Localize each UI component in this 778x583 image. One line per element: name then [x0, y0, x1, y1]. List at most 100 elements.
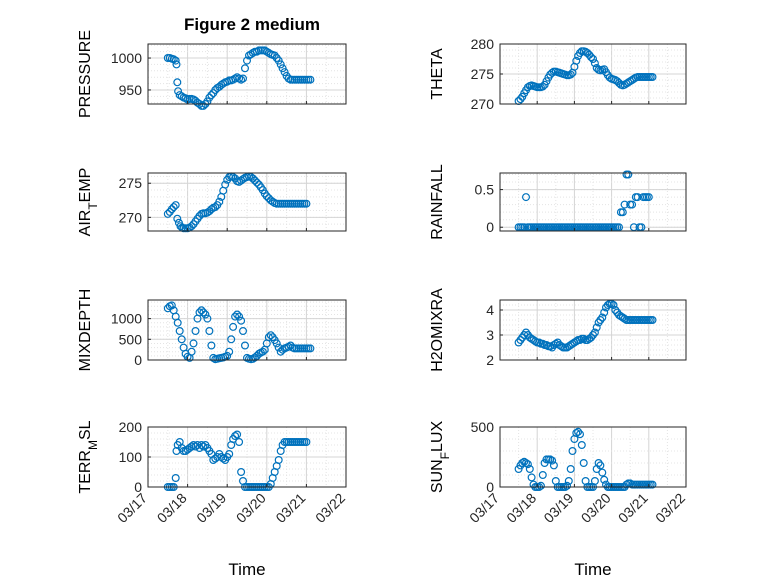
data-point	[633, 193, 642, 202]
data-point	[187, 347, 196, 356]
data-point	[572, 429, 581, 438]
data-point	[239, 327, 248, 336]
data-point	[579, 459, 588, 468]
data-point	[588, 331, 597, 340]
x-tick-label: 03/20	[578, 490, 614, 526]
data-point	[603, 301, 612, 310]
figure-title: Figure 2 medium	[184, 15, 320, 34]
data-point	[207, 91, 216, 100]
data-point	[215, 197, 224, 206]
data-point	[173, 318, 182, 327]
subplot-4: 0 0.5 RAINFALL	[429, 164, 687, 240]
data-point	[227, 335, 236, 344]
data-point	[199, 101, 208, 110]
data-point	[274, 56, 283, 65]
data-point	[278, 64, 287, 73]
y-tick-label: 3	[486, 327, 494, 343]
data-point	[568, 447, 577, 456]
data-point	[187, 442, 196, 451]
data-point	[624, 170, 633, 179]
data-point	[620, 314, 629, 323]
data-point	[521, 328, 530, 337]
subplot-8: 0 500 03/17 03/18 03/19 03/20 03/21 03/22 Time SU…	[429, 419, 688, 579]
data-point	[514, 338, 523, 347]
data-point	[262, 192, 271, 201]
data-point	[590, 477, 599, 486]
data-point	[566, 70, 575, 79]
data-point	[596, 316, 605, 325]
data-point	[566, 465, 575, 474]
data-point	[562, 481, 571, 490]
data-point	[272, 339, 281, 348]
data-point	[266, 331, 275, 340]
y-tick-label: 4	[486, 302, 494, 318]
data-point	[239, 74, 248, 83]
data-point	[205, 327, 214, 336]
axes-box	[147, 43, 347, 105]
data-point	[241, 341, 250, 350]
data-point	[579, 334, 588, 343]
data-point	[521, 193, 530, 202]
x-tick-label: 03/19	[540, 490, 576, 526]
y-tick-label: 500	[471, 419, 495, 435]
x-axis-label: Time	[228, 560, 265, 579]
x-tick-label: 03/17	[466, 490, 502, 526]
y-tick-label: 270	[119, 209, 143, 225]
data-point	[163, 209, 172, 218]
y-tick-label: 280	[471, 36, 495, 52]
data-point	[233, 430, 242, 439]
data-point	[527, 473, 536, 482]
data-point	[172, 60, 181, 69]
data-point	[564, 477, 573, 486]
axes-box	[499, 299, 687, 361]
data-point	[518, 459, 527, 468]
data-point	[207, 341, 216, 350]
x-tick-label: 03/22	[652, 490, 688, 526]
data-point	[171, 201, 180, 210]
data-point	[274, 343, 283, 352]
subplot-3: 270 275 AIRTEMP	[77, 168, 347, 237]
data-point	[587, 53, 596, 62]
data-point	[306, 344, 315, 353]
subplot-1: 950 1000 PRESSURE	[77, 30, 347, 118]
y-tick-label: 275	[119, 175, 143, 191]
y-axis-label: SUNFLUX	[429, 421, 452, 494]
data-point	[229, 322, 238, 331]
data-point	[173, 78, 182, 87]
data-point	[207, 205, 216, 214]
data-point	[203, 97, 212, 106]
data-point	[167, 301, 176, 310]
data-point	[628, 200, 637, 209]
x-tick-label: 03/21	[615, 490, 651, 526]
subplot-5: 0 500 1000 MIXDEPTH	[77, 289, 347, 372]
y-tick-label: 275	[471, 66, 495, 82]
data-point	[572, 56, 581, 65]
y-axis-label: MIXDEPTH	[77, 289, 94, 372]
data-point	[575, 48, 584, 57]
data-point	[201, 310, 210, 319]
data-point	[175, 327, 184, 336]
y-tick-label: 200	[119, 419, 143, 435]
data-point	[169, 203, 178, 212]
data-point	[260, 46, 269, 55]
y-axis-label: AIRTEMP	[77, 168, 100, 237]
data-point	[171, 474, 180, 483]
data-point	[590, 59, 599, 68]
y-tick-label: 500	[119, 331, 143, 347]
data-point	[171, 56, 180, 65]
data-point	[548, 456, 557, 465]
data-point	[587, 333, 596, 342]
data-point	[620, 200, 629, 209]
data-point	[221, 180, 230, 189]
x-tick-label: 03/17	[114, 490, 150, 526]
axes-box	[499, 426, 687, 488]
data-point	[231, 432, 240, 441]
data-point	[199, 442, 208, 451]
y-tick-label: 270	[471, 96, 495, 112]
data-point	[598, 313, 607, 322]
data-point	[622, 480, 631, 489]
axes-box	[499, 172, 687, 232]
data-point	[219, 454, 228, 463]
data-point	[235, 438, 244, 447]
subplot-7: 0 100 200 03/17 03/18 03/19 03/20 03/21 03/22 Tim…	[77, 419, 348, 579]
